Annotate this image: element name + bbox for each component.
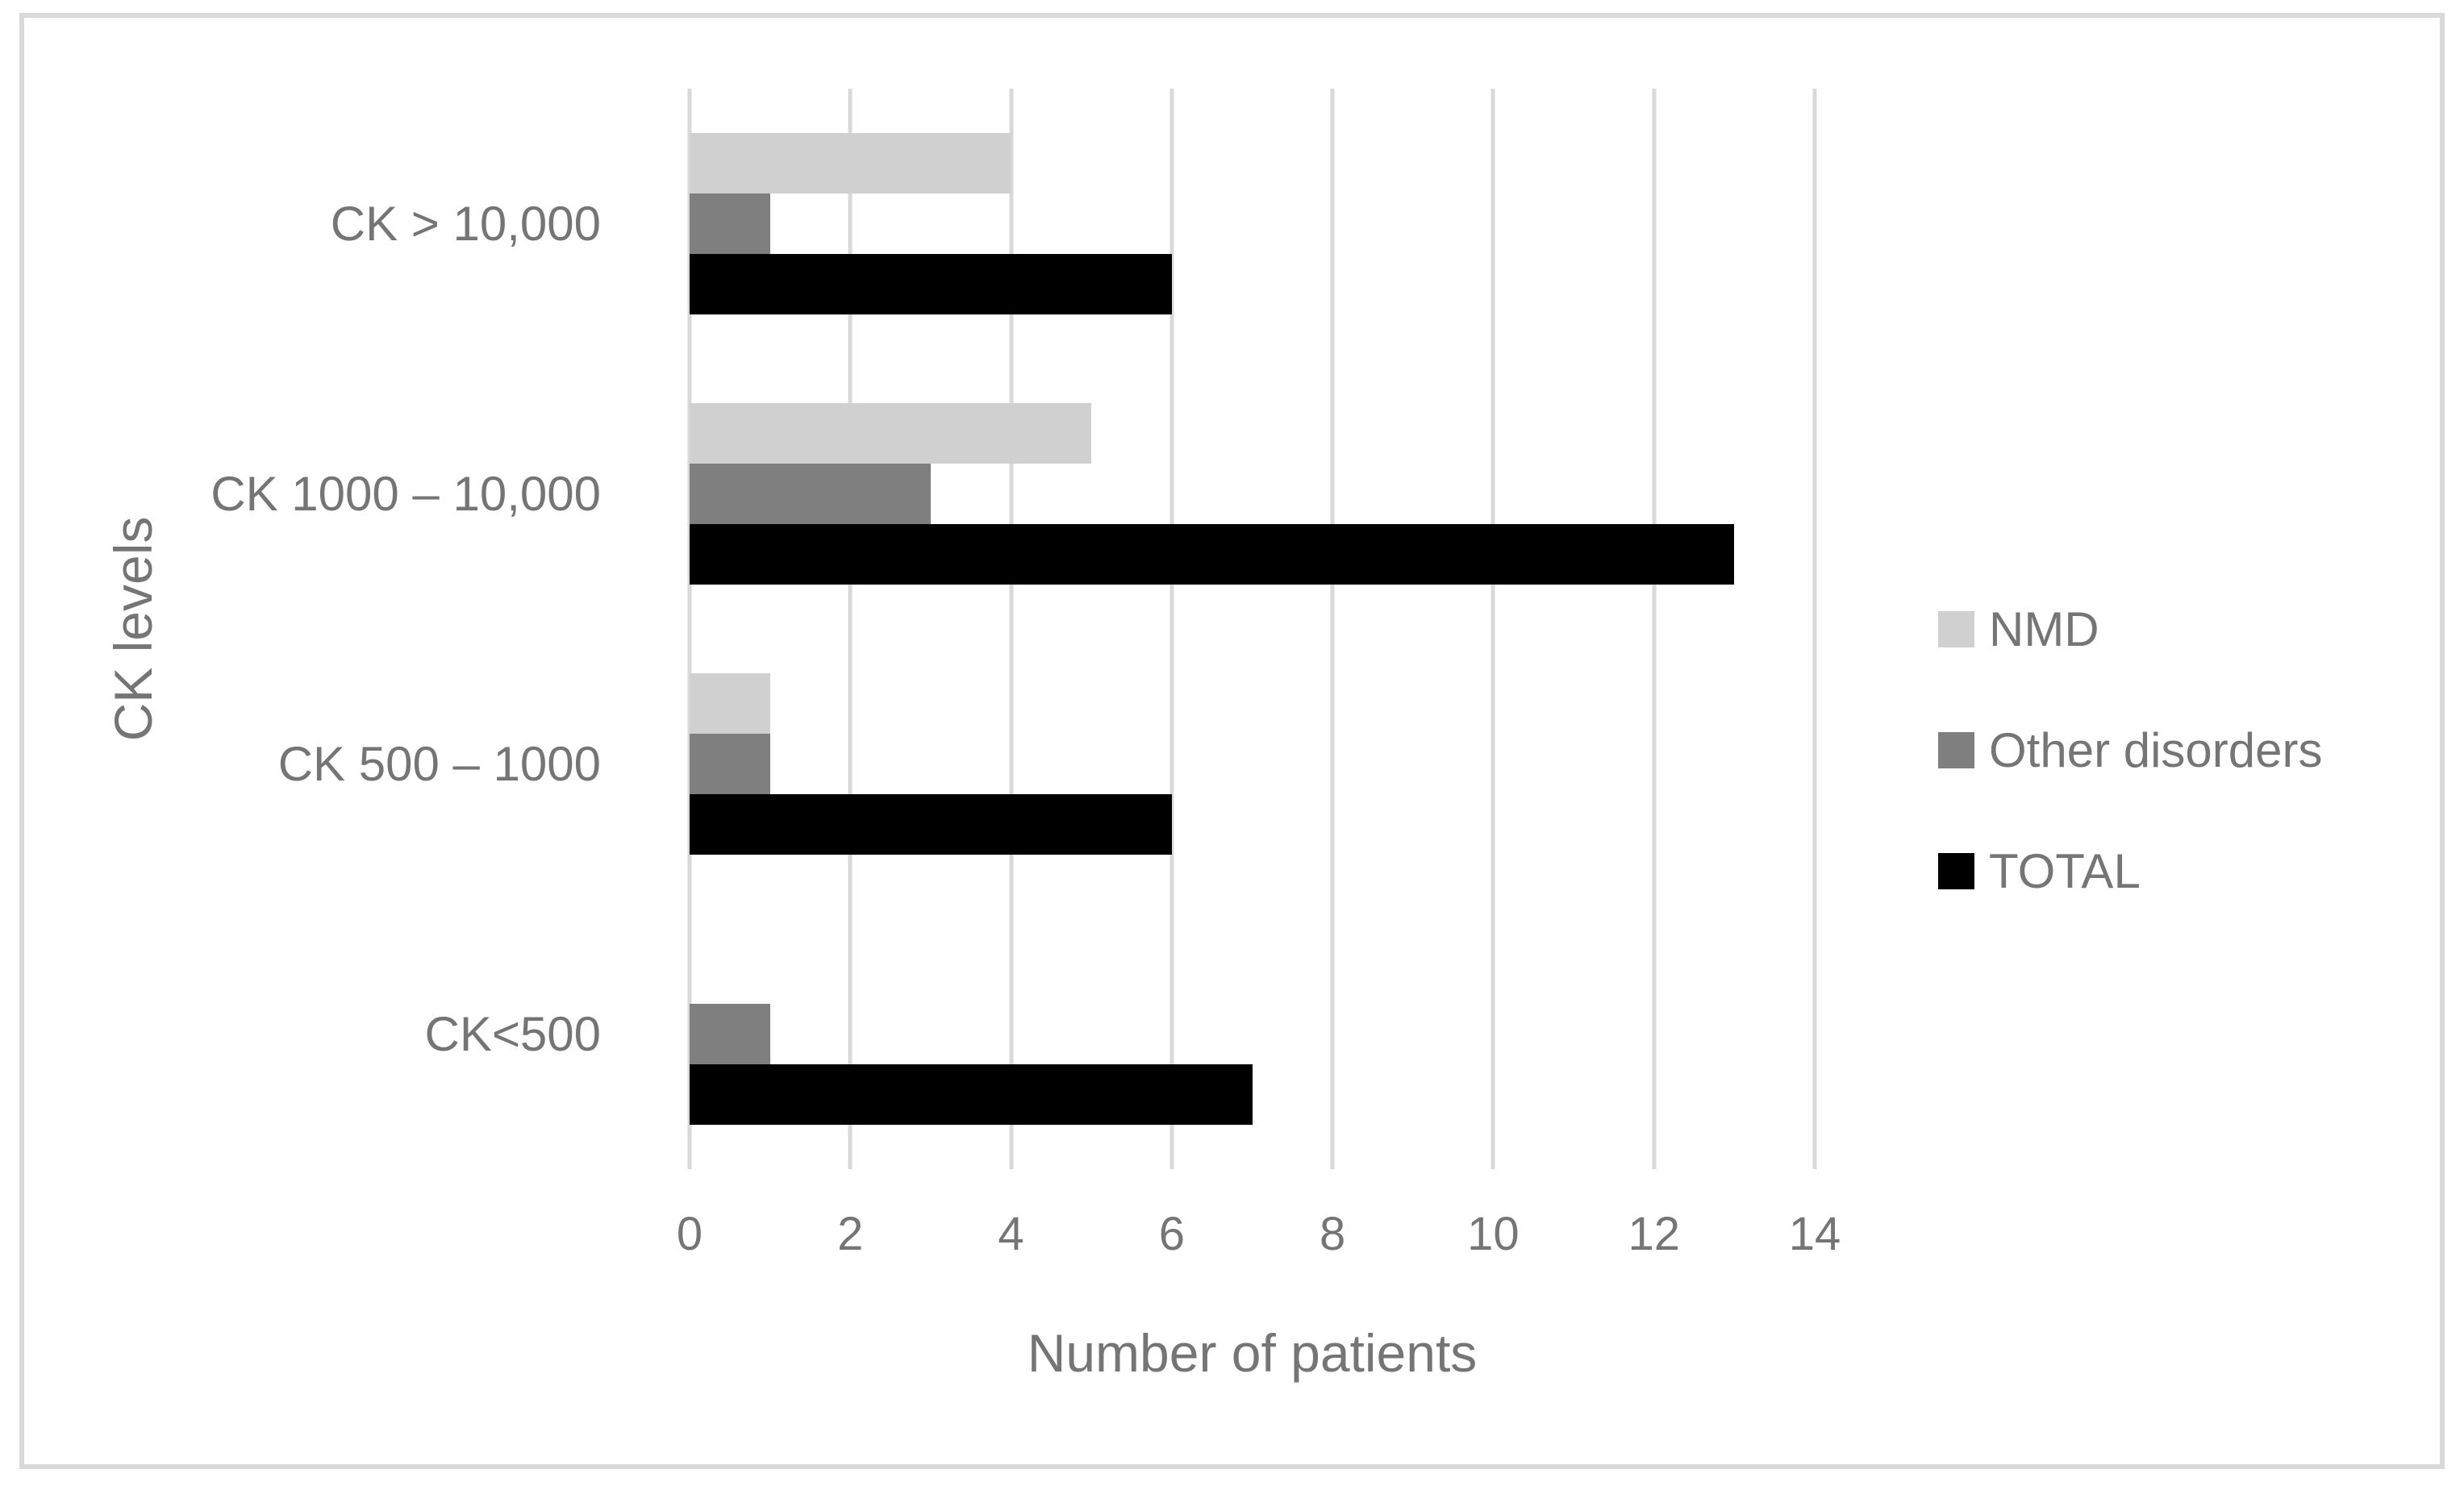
bar <box>690 403 1092 464</box>
gridline <box>1330 89 1335 1169</box>
category-label: CK<500 <box>424 1007 602 1061</box>
gridline <box>1169 89 1174 1169</box>
bar-group <box>690 629 1815 899</box>
legend-item: Other disorders <box>1938 723 2323 777</box>
gridline <box>848 89 853 1169</box>
bar <box>690 133 1011 194</box>
legend: NMD Other disorders TOTAL <box>1938 602 2323 973</box>
y-axis-title: CK levels <box>103 516 163 742</box>
bar <box>690 194 770 254</box>
legend-label: Other disorders <box>1989 722 2323 777</box>
bar-group <box>690 89 1815 359</box>
gridline <box>1490 89 1495 1169</box>
bar-group <box>690 359 1815 629</box>
category-axis-labels: CK > 10,000 CK 1000 – 10,000 CK 500 – 1000… <box>0 89 645 1169</box>
plot-area <box>687 89 1817 1169</box>
category-label: CK 1000 – 10,000 <box>211 467 601 521</box>
bar <box>690 734 770 794</box>
tick-label: 4 <box>998 1208 1024 1260</box>
gridline <box>1812 89 1817 1169</box>
legend-item: NMD <box>1938 602 2323 656</box>
x-axis-tick-labels: 0 2 4 6 8 10 12 14 <box>677 1207 1841 1272</box>
tick-label: 14 <box>1788 1208 1841 1260</box>
legend-swatch <box>1938 610 1974 647</box>
legend-swatch <box>1938 852 1974 889</box>
bar <box>690 1004 770 1064</box>
x-axis-title: Number of patients <box>1027 1323 1478 1383</box>
tick-label: 2 <box>837 1208 864 1260</box>
category-label: CK 500 – 1000 <box>277 737 601 791</box>
gridline <box>687 89 692 1169</box>
bar <box>690 794 1172 855</box>
gridline <box>1009 89 1014 1169</box>
bar-group <box>690 899 1815 1169</box>
bar <box>690 673 770 734</box>
tick-label: 0 <box>676 1208 703 1260</box>
bar <box>690 1064 1253 1125</box>
bar <box>690 254 1172 314</box>
legend-swatch <box>1938 731 1974 768</box>
bar <box>690 524 1735 585</box>
tick-label: 12 <box>1628 1208 1680 1260</box>
figure-border <box>19 13 2445 1469</box>
legend-label: TOTAL <box>1989 843 2141 898</box>
category-label: CK > 10,000 <box>330 197 601 251</box>
tick-label: 6 <box>1158 1208 1185 1260</box>
tick-label: 8 <box>1320 1208 1346 1260</box>
bar <box>690 464 931 524</box>
gridline <box>1652 89 1657 1169</box>
tick-label: 10 <box>1467 1208 1520 1260</box>
legend-label: NMD <box>1989 601 2099 656</box>
legend-item: TOTAL <box>1938 844 2323 898</box>
